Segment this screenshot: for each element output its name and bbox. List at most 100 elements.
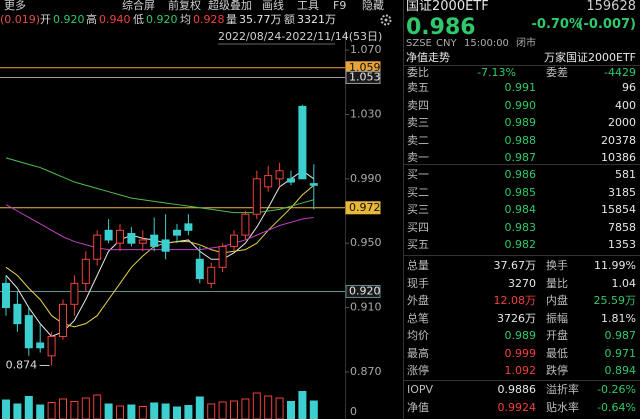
candle-body (264, 175, 273, 188)
price-box (345, 201, 381, 215)
stat-label: 外盘 (407, 294, 429, 307)
stat-label: 总量 (407, 259, 429, 272)
book-label: 卖二 (407, 133, 429, 147)
security-name: 国证2000ETF (406, 0, 489, 14)
volume-bar (309, 400, 318, 419)
tab[interactable]: 净值走势 (406, 51, 450, 64)
volume-bar (161, 403, 170, 419)
book-label: 卖一 (407, 151, 429, 164)
book-label: 买一 (407, 168, 429, 181)
candle-body (161, 239, 170, 252)
gear (380, 14, 392, 26)
tab[interactable]: 万家国证2000ETF (544, 51, 636, 64)
volume-bar (298, 391, 307, 419)
candle-body (309, 183, 318, 186)
book-price: 0.987 (504, 151, 537, 164)
stat-value: 1.04 (611, 276, 637, 290)
candle-body (47, 336, 56, 357)
settings-icon[interactable] (380, 14, 392, 26)
volume-bar (24, 396, 33, 419)
book-volume: 15854 (601, 203, 636, 216)
volume-bar (184, 405, 193, 419)
candle-body (36, 342, 45, 349)
quote-panel: 国证2000ETF 159628 0.986 -0.70% (-0.007) SZSE CN… (404, 0, 640, 419)
y-tick-label: 1.030 (350, 107, 382, 120)
volume-bar (70, 401, 79, 419)
info-value: 0.940 (99, 13, 131, 26)
candle-body (207, 266, 216, 284)
book-label: 买三 (407, 203, 429, 216)
price-box-label: 0.920 (349, 284, 381, 297)
stat-value: -0.64% (597, 401, 636, 414)
stat-label: 跌停 (546, 364, 568, 377)
stat-label: 最高 (407, 346, 429, 360)
stat-value: 0.989 (504, 329, 537, 342)
gear-hub (384, 18, 388, 22)
stat-value: 0.9924 (497, 401, 537, 414)
toolbar-button[interactable]: 画线 (262, 0, 284, 12)
candle-body (127, 233, 136, 244)
stat-value: 0.999 (504, 346, 537, 360)
volume-bar (230, 400, 238, 419)
stat-value: 3726万 (497, 311, 536, 325)
book-price: 0.989 (504, 116, 537, 129)
toolbar-button[interactable]: 超级叠加 (208, 0, 252, 12)
price-box-label: 1.053 (349, 70, 381, 83)
toolbar-button[interactable]: 隐藏 (362, 0, 384, 12)
stat-value: 12.08万 (493, 294, 537, 307)
book-volume: 7858 (608, 220, 636, 234)
y-tick-label: 0.910 (350, 301, 382, 314)
toolbar-button[interactable]: 工具 (297, 0, 319, 12)
price-box-label: 0.972 (349, 201, 381, 214)
candle-body (184, 223, 193, 231)
stat-value: 37.67万 (493, 259, 537, 272)
candle-body (24, 315, 33, 349)
separator (404, 380, 640, 381)
candle-body (13, 303, 22, 325)
last-price: 0.986 (406, 15, 476, 40)
toolbar-button[interactable]: 综合屏 (122, 0, 155, 12)
info-value: 35.77万 (239, 13, 282, 26)
book-label: 卖三 (407, 116, 429, 129)
candle-body (138, 239, 147, 244)
info-label: 低 (133, 13, 144, 26)
change-value: (0.019) (0, 13, 40, 26)
volume-bar (127, 404, 136, 419)
stat-label: 均价 (407, 329, 429, 342)
stat-label: IOPV (407, 383, 434, 396)
book-price: 0.990 (504, 98, 537, 112)
stat-label: 振幅 (546, 311, 568, 325)
book-price: 0.986 (504, 168, 537, 181)
book-volume: 581 (615, 168, 636, 181)
book-volume: 400 (615, 98, 636, 112)
volume-bar (13, 403, 22, 419)
toolbar-button[interactable]: 前复权 (168, 0, 201, 12)
stat-label: 量比 (546, 276, 568, 290)
toolbar-button[interactable]: F9 (333, 0, 346, 12)
stat-value: 11.99% (594, 259, 636, 272)
volume-bar (59, 398, 67, 419)
separator (404, 164, 640, 165)
book-price: 0.991 (504, 81, 537, 94)
volume-bar (81, 397, 90, 419)
stat-label: 内盘 (546, 294, 568, 307)
toolbar-button[interactable]: 更多 (4, 0, 26, 12)
info-value: 0.928 (193, 13, 225, 26)
candle-body (116, 229, 124, 244)
volume-bar (287, 401, 295, 419)
candle-body (275, 170, 284, 180)
stat-value: 1.092 (504, 364, 537, 377)
row-label: 委差 (546, 66, 568, 79)
moving-average (5, 170, 315, 338)
book-label: 买二 (407, 185, 429, 199)
security-code: 159628 (586, 0, 636, 14)
info-value: 3321万 (297, 13, 336, 26)
row-label: 委比 (407, 66, 429, 79)
market-meta: SZSE (406, 38, 432, 49)
price-box (345, 70, 381, 84)
book-volume: 96 (622, 81, 636, 94)
volume-bar (195, 396, 204, 419)
candle-body (2, 282, 10, 309)
stat-label: 换手 (546, 259, 568, 272)
